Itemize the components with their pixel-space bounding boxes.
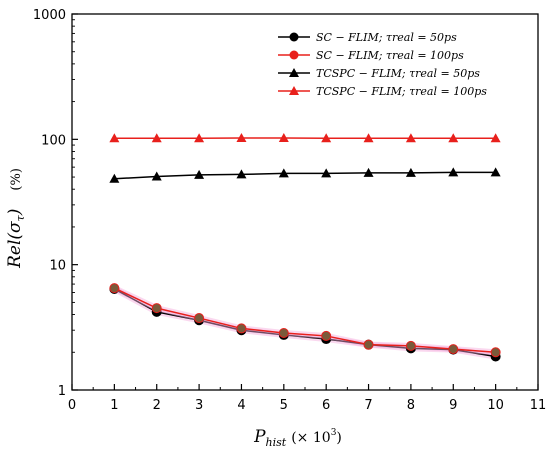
x-tick-label: 9 [449, 398, 457, 413]
legend-marker [289, 86, 299, 95]
x-tick-label: 5 [280, 398, 288, 413]
x-tick-label: 10 [487, 398, 504, 413]
y-tick-label: 1 [58, 384, 66, 399]
data-point [151, 171, 162, 181]
data-point [109, 283, 120, 294]
data-point [236, 323, 247, 334]
data-point [490, 167, 501, 177]
data-point [109, 133, 120, 143]
legend-label: TCSPC − FLIM; τreal = 100ps [316, 85, 487, 98]
legend-label: SC − FLIM; τreal = 100ps [316, 49, 464, 62]
data-point [151, 303, 162, 314]
x-tick-label: 11 [530, 398, 547, 413]
x-tick-label: 1 [110, 398, 118, 413]
data-point [236, 132, 247, 142]
x-tick-label: 7 [364, 398, 372, 413]
legend-marker [289, 68, 299, 77]
x-axis-title: Phist (× 103) [253, 427, 342, 449]
x-tick-label: 4 [237, 398, 245, 413]
legend-label: SC − FLIM; τreal = 50ps [316, 31, 457, 44]
data-point [278, 132, 289, 142]
data-point [363, 167, 374, 177]
data-point [321, 133, 332, 143]
data-point [194, 169, 205, 179]
data-point [490, 133, 501, 143]
data-point [405, 340, 416, 351]
data-point [448, 344, 459, 355]
data-point [448, 167, 459, 177]
x-tick-label: 3 [195, 398, 203, 413]
series-line [114, 171, 496, 180]
data-point [321, 330, 332, 341]
data-point [109, 173, 120, 183]
x-tick-label: 6 [322, 398, 330, 413]
data-point [405, 133, 416, 143]
data-point [448, 133, 459, 143]
data-point [278, 327, 289, 338]
data-point [321, 168, 332, 178]
data-point [490, 347, 501, 358]
y-axis-title: Rel(στ)(%) [5, 168, 27, 269]
series-line [114, 288, 496, 358]
data-point [194, 133, 205, 143]
y-tick-label: 10 [49, 259, 66, 274]
data-point [151, 133, 162, 143]
data-point [405, 167, 416, 177]
data-point [278, 168, 289, 178]
x-tick-label: 0 [68, 398, 76, 413]
y-tick-label: 1000 [33, 8, 66, 23]
data-point [236, 169, 247, 179]
data-point [194, 313, 205, 324]
legend-marker [289, 50, 299, 60]
data-point [363, 133, 374, 143]
x-tick-label: 8 [407, 398, 415, 413]
series-line [114, 287, 496, 354]
data-point [363, 339, 374, 350]
y-tick-label: 100 [41, 133, 66, 148]
series-glow [113, 285, 496, 356]
x-tick-label: 2 [153, 398, 161, 413]
legend-marker [289, 32, 299, 42]
legend-label: TCSPC − FLIM; τreal = 50ps [316, 67, 480, 80]
